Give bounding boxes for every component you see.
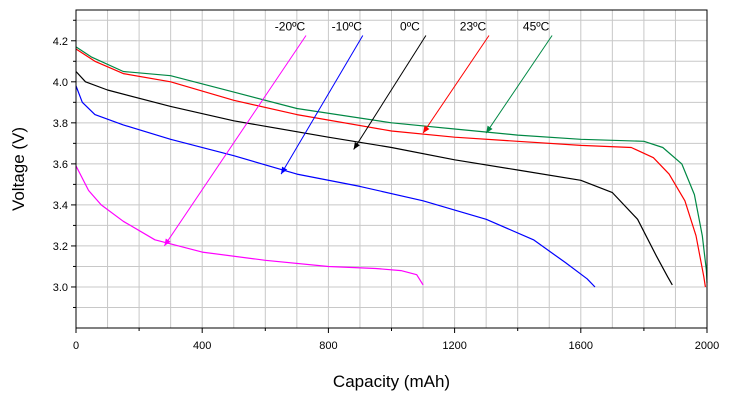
series-label-0: -20ºC: [275, 20, 306, 34]
x-tick-label: 800: [319, 340, 337, 352]
x-tick-label: 1200: [442, 340, 466, 352]
series-line-1: [75, 85, 596, 288]
y-tick-label: 4.0: [53, 77, 68, 89]
y-tick-label: 4.2: [53, 36, 68, 48]
y-tick-label: 3.0: [53, 282, 68, 294]
x-tick-label: 2000: [695, 340, 719, 352]
series-arrow-0: [163, 35, 307, 247]
series-arrowhead-4: [486, 125, 493, 134]
gridlines: [76, 10, 707, 328]
series-arrowhead-1: [281, 166, 288, 175]
y-tick-label: 3.4: [53, 200, 68, 212]
series-line-0: [75, 165, 424, 286]
series-label-1: -10ºC: [332, 20, 363, 34]
series-arrow-3: [422, 35, 490, 134]
series-arrow-2: [353, 35, 427, 150]
axis-ticks: 0 400 800 1200 1600 2000 3.0 3.2 3.4 3.6 3.8 4.0 4.2: [53, 19, 719, 352]
series-line-3: [75, 48, 706, 288]
x-axis-title: Capacity (mAh): [333, 372, 450, 391]
y-axis-title: Voltage (V): [9, 127, 28, 211]
x-tick-label: 0: [73, 340, 79, 352]
series-arrowhead-0: [164, 238, 171, 246]
series-arrowhead-3: [423, 125, 430, 134]
series-label-2: 0ºC: [400, 20, 420, 34]
series-arrowhead-2: [353, 141, 360, 150]
series-arrow-1: [280, 35, 364, 175]
series-lines: [75, 46, 708, 288]
series-line-2: [75, 71, 673, 286]
y-tick-label: 3.6: [53, 159, 68, 171]
x-tick-label: 400: [193, 340, 211, 352]
y-tick-label: 3.2: [53, 241, 68, 253]
series-arrow-4: [485, 35, 553, 134]
x-tick-label: 1600: [569, 340, 593, 352]
series-annotations: -20ºC -10ºC 0ºC 23ºC 45ºC: [163, 20, 553, 247]
series-line-4: [75, 46, 708, 283]
series-label-4: 45ºC: [523, 20, 550, 34]
y-tick-label: 3.8: [53, 118, 68, 130]
series-label-3: 23ºC: [460, 20, 487, 34]
